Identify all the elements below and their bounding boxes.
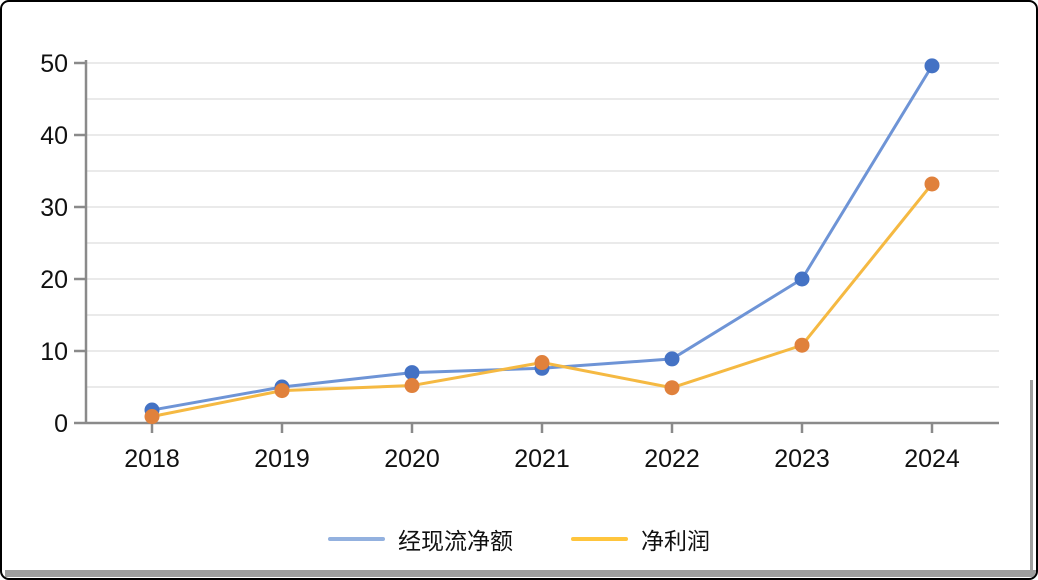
data-point-marker[interactable] [274,383,290,399]
y-tick-label: 10 [40,338,68,366]
data-point-marker[interactable] [794,271,810,287]
x-tick-label: 2018 [124,445,180,473]
data-point-marker[interactable] [404,365,420,381]
data-point-marker[interactable] [794,337,810,353]
legend-label-operating-cash-flow: 经现流净额 [398,528,513,554]
vertical-scrollbar[interactable] [1030,380,1033,572]
legend-line-icon [571,537,628,541]
x-tick-label: 2020 [384,445,440,473]
data-point-marker[interactable] [924,176,940,192]
x-tick-label: 2023 [774,445,830,473]
data-point-marker[interactable] [664,351,680,367]
data-point-marker[interactable] [144,409,160,425]
x-tick-label: 2022 [644,445,700,473]
y-tick-label: 50 [40,50,68,78]
legend-item-net-profit[interactable]: 净利润 [571,522,710,556]
x-tick-label: 2021 [514,445,570,473]
y-tick-label: 0 [54,410,68,438]
legend-label-net-profit: 净利润 [641,528,710,554]
data-point-marker[interactable] [924,58,940,74]
legend-line-icon [328,537,385,541]
data-point-marker[interactable] [664,380,680,396]
x-tick-label: 2024 [904,445,960,473]
legend-item-operating-cash-flow[interactable]: 经现流净额 [328,522,513,556]
series-line [150,182,934,419]
y-tick-label: 20 [40,266,68,294]
chart-legend: 经现流净额 净利润 [2,520,1036,558]
x-tick-label: 2019 [254,445,310,473]
data-point-marker[interactable] [534,355,550,371]
horizontal-scrollbar[interactable] [5,570,1036,577]
data-point-marker[interactable] [404,378,420,394]
y-tick-label: 30 [40,194,68,222]
y-tick-label: 40 [40,122,68,150]
